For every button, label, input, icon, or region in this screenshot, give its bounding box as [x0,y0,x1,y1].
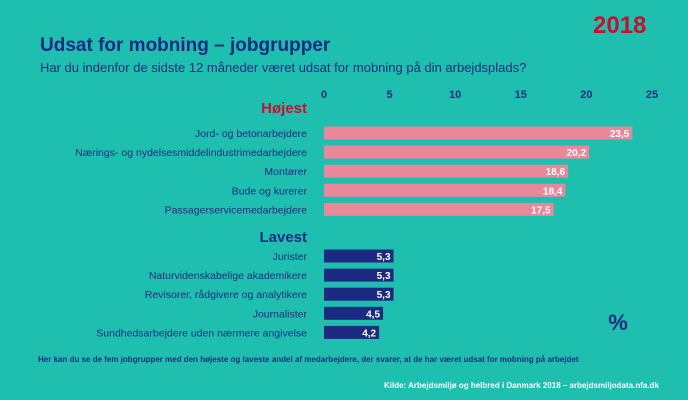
bar [324,325,380,339]
source-note: Kilde: Arbejdsmiljø og helbred i Danmark… [384,381,659,390]
bar [324,164,569,178]
category-label: Revisorer, rådgivere og analytikere [145,289,307,301]
category-label: Passagerservicemedarbejdere [165,204,308,216]
data-label: 5,3 [377,252,391,263]
data-label: 4,5 [366,309,380,320]
data-label: 17,5 [531,205,551,216]
bar [324,202,554,216]
category-label: Montører [264,166,307,178]
bar [324,249,394,263]
data-label: 18,6 [546,167,566,178]
chart-subtitle: Har du indenfor de sidste 12 måneder vær… [40,60,527,75]
data-label: 20,2 [567,148,587,159]
bar [324,306,384,320]
category-label: Sundhedsarbejdere uden nærmere angivelse [96,327,307,339]
bar [324,126,633,140]
unit-label: % [608,310,628,335]
x-tick-label: 15 [515,89,527,101]
bar [324,287,394,301]
x-tick-label: 25 [646,89,658,101]
x-tick-label: 5 [387,89,393,101]
x-tick-label: 20 [580,89,592,101]
data-label: 5,3 [377,271,391,282]
data-label: 23,5 [610,129,630,140]
year-label: 2018 [593,12,647,39]
category-label: Naturvidenskabelige akademikere [149,270,307,282]
bar [324,268,394,282]
category-label: Nærings- og nydelsesmiddelindustrimedarb… [75,147,307,159]
chart-title: Udsat for mobning – jobgrupper [40,35,331,56]
group-heading: Højest [261,100,307,117]
bar [324,183,566,197]
data-label: 4,2 [362,328,376,339]
chart-footnote: Her kan du se de fem jobgrupper med den … [38,355,579,364]
category-label: Jurister [273,251,308,263]
category-label: Bude og kurerer [232,185,308,197]
category-label: Jord- og betonarbejdere [195,128,307,140]
data-label: 5,3 [377,290,391,301]
x-tick-label: 10 [449,89,461,101]
x-tick-label: 0 [321,89,327,101]
group-heading: Lavest [259,229,307,246]
category-label: Journalister [253,308,308,320]
data-label: 18,4 [543,186,563,197]
bar [324,145,590,159]
